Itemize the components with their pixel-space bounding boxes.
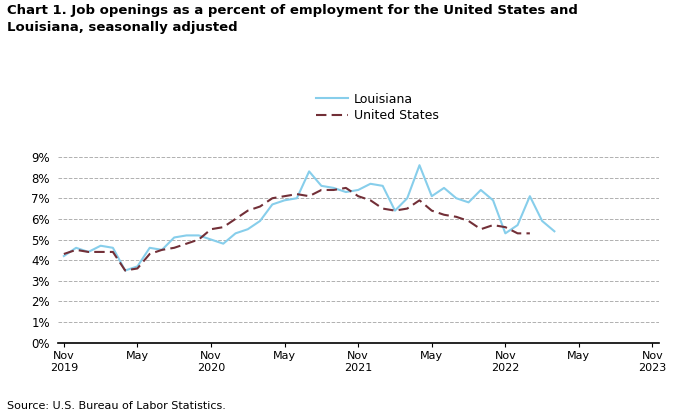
United States xyxy=(232,216,240,221)
Louisiana xyxy=(354,188,363,192)
Louisiana xyxy=(293,196,301,201)
Louisiana xyxy=(391,208,399,213)
United States xyxy=(133,266,141,271)
United States xyxy=(305,194,313,199)
Louisiana xyxy=(219,241,227,246)
United States xyxy=(489,223,497,228)
United States xyxy=(367,198,375,203)
Louisiana xyxy=(501,231,509,236)
Louisiana xyxy=(195,233,203,238)
Louisiana xyxy=(256,218,264,223)
United States xyxy=(195,237,203,242)
United States xyxy=(183,241,191,246)
United States xyxy=(293,192,301,197)
United States xyxy=(317,188,325,192)
Line: Louisiana: Louisiana xyxy=(64,165,554,271)
Louisiana xyxy=(367,181,375,186)
Louisiana xyxy=(379,183,387,188)
Louisiana xyxy=(268,202,276,207)
United States xyxy=(513,231,521,236)
Louisiana xyxy=(538,218,546,223)
United States xyxy=(526,231,534,236)
United States xyxy=(121,268,129,273)
Louisiana xyxy=(342,190,350,195)
United States xyxy=(428,208,436,213)
Louisiana xyxy=(72,245,80,250)
United States xyxy=(72,247,80,252)
United States xyxy=(452,214,460,219)
Louisiana xyxy=(232,231,240,236)
United States xyxy=(170,245,179,250)
United States xyxy=(280,194,289,199)
Louisiana xyxy=(526,194,534,199)
Louisiana xyxy=(464,200,473,205)
United States xyxy=(477,227,485,232)
United States xyxy=(145,252,153,256)
United States xyxy=(256,204,264,209)
United States xyxy=(403,206,411,211)
Louisiana xyxy=(158,247,166,252)
Louisiana xyxy=(428,194,436,199)
Louisiana xyxy=(416,163,424,168)
Louisiana xyxy=(84,249,92,254)
Louisiana xyxy=(207,237,215,242)
Louisiana xyxy=(513,223,521,228)
Louisiana xyxy=(489,198,497,203)
Louisiana xyxy=(452,196,460,201)
Text: Source: U.S. Bureau of Labor Statistics.: Source: U.S. Bureau of Labor Statistics. xyxy=(7,401,225,411)
Louisiana xyxy=(109,245,117,250)
Louisiana xyxy=(477,188,485,192)
United States xyxy=(440,212,448,217)
Louisiana xyxy=(145,245,153,250)
Louisiana xyxy=(317,183,325,188)
United States xyxy=(329,188,337,192)
United States xyxy=(342,185,350,190)
Louisiana xyxy=(121,268,129,273)
Louisiana xyxy=(133,264,141,269)
United States xyxy=(96,249,105,254)
United States xyxy=(379,206,387,211)
Legend: Louisiana, United States: Louisiana, United States xyxy=(316,93,439,122)
United States xyxy=(60,252,68,256)
Louisiana xyxy=(170,235,179,240)
Louisiana xyxy=(60,254,68,259)
United States xyxy=(244,208,252,213)
United States xyxy=(464,218,473,223)
Louisiana xyxy=(96,243,105,248)
Line: United States: United States xyxy=(64,188,530,271)
United States xyxy=(109,249,117,254)
Louisiana xyxy=(550,229,558,234)
Louisiana xyxy=(244,227,252,232)
Louisiana xyxy=(183,233,191,238)
Louisiana xyxy=(440,185,448,190)
Text: Chart 1. Job openings as a percent of employment for the United States and
Louis: Chart 1. Job openings as a percent of em… xyxy=(7,4,578,34)
Louisiana xyxy=(403,196,411,201)
United States xyxy=(158,247,166,252)
United States xyxy=(501,225,509,230)
United States xyxy=(207,227,215,232)
United States xyxy=(416,198,424,203)
United States xyxy=(391,208,399,213)
United States xyxy=(219,225,227,230)
Louisiana xyxy=(280,198,289,203)
United States xyxy=(84,249,92,254)
United States xyxy=(354,194,363,199)
Louisiana xyxy=(329,185,337,190)
Louisiana xyxy=(305,169,313,174)
United States xyxy=(268,196,276,201)
